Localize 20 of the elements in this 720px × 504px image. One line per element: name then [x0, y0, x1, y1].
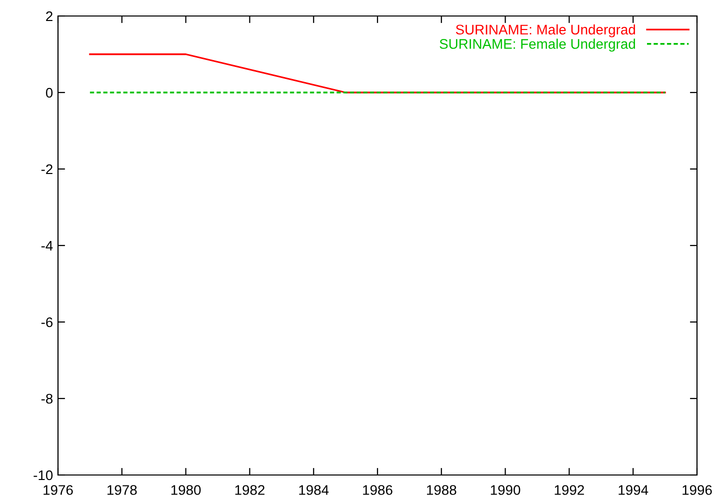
y-tick-label: -8 — [41, 394, 53, 404]
y-tick-label: -10 — [34, 470, 53, 480]
y-tick-label: -2 — [41, 164, 52, 174]
legend-label: SURINAME: Male Undergrad — [456, 24, 635, 38]
x-tick-label: 1976 — [44, 485, 73, 495]
y-tick-label: 0 — [46, 88, 53, 98]
x-tick-label: 1988 — [427, 485, 456, 495]
x-tick-label: 1978 — [108, 485, 137, 495]
x-tick-label: 1984 — [299, 485, 329, 495]
y-tick-label: 2 — [46, 11, 52, 22]
x-tick-label: 1996 — [682, 485, 712, 495]
y-tick-label: -4 — [41, 240, 53, 251]
legend-label: SURINAME: Female Undergrad — [440, 38, 635, 52]
x-tick-label: 1992 — [554, 485, 584, 495]
y-tick-label: -6 — [41, 317, 53, 328]
x-tick-label: 1994 — [618, 485, 648, 495]
x-tick-label: 1990 — [490, 485, 520, 495]
x-tick-label: 1986 — [363, 485, 392, 495]
x-tick-label: 1982 — [235, 485, 264, 495]
x-tick-label: 1980 — [171, 485, 201, 495]
